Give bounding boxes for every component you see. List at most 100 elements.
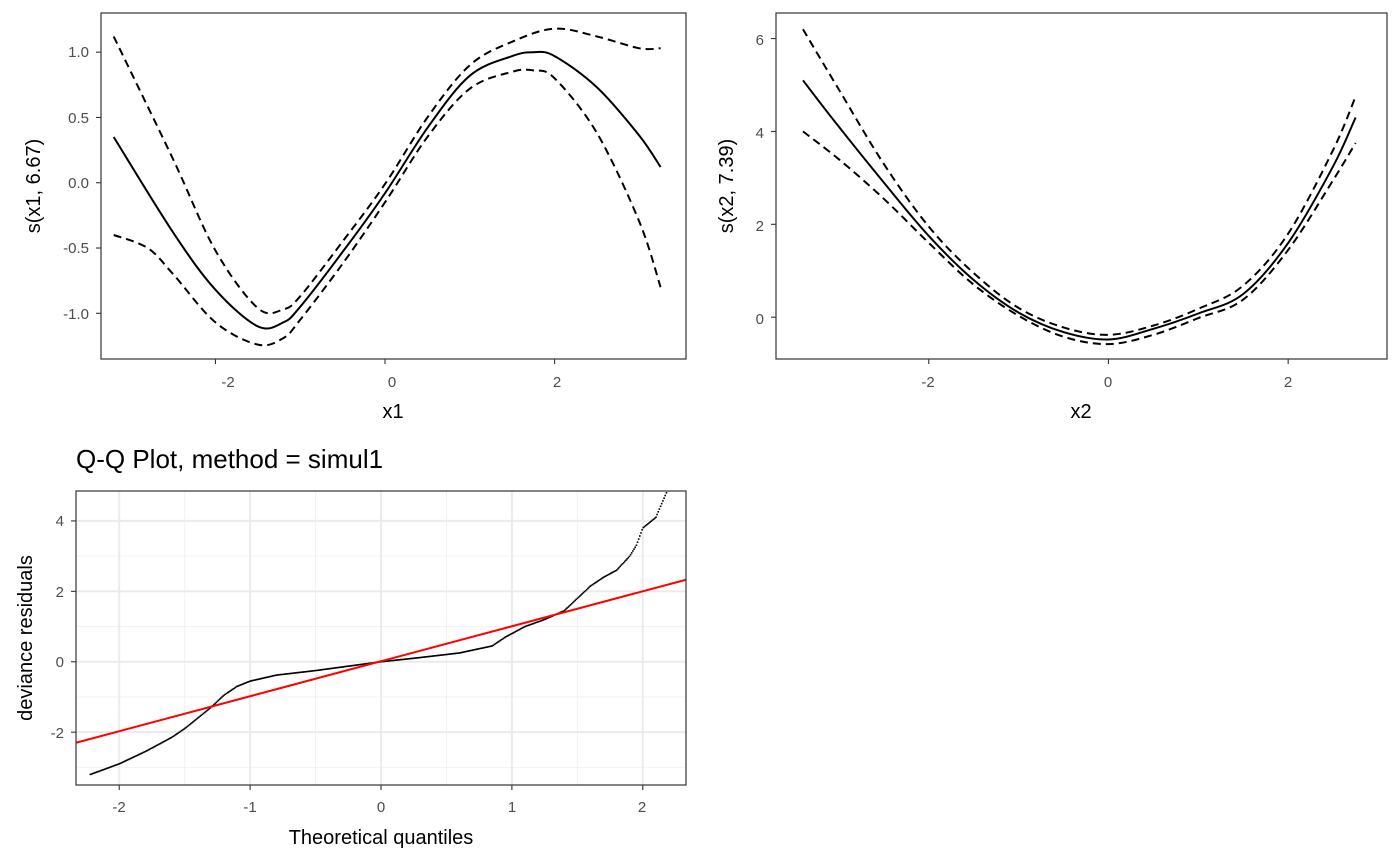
qq-point bbox=[536, 621, 538, 623]
qq-point bbox=[609, 573, 611, 575]
qq-point bbox=[295, 672, 297, 674]
qq-point bbox=[173, 734, 176, 737]
qq-point bbox=[130, 757, 132, 760]
qq-point bbox=[231, 688, 234, 691]
qq-point bbox=[459, 652, 461, 654]
qq-point bbox=[639, 535, 641, 537]
qq-point bbox=[109, 766, 111, 768]
qq-point bbox=[491, 645, 493, 647]
qq-point bbox=[535, 621, 537, 624]
qq-point bbox=[434, 655, 437, 657]
qq-point bbox=[445, 653, 447, 656]
qq-point bbox=[335, 667, 338, 669]
qq-point bbox=[572, 601, 574, 604]
qq-point bbox=[549, 616, 551, 618]
qq-point bbox=[527, 624, 529, 627]
qq-point bbox=[450, 653, 453, 655]
qq-point bbox=[187, 724, 190, 727]
qq-point bbox=[139, 753, 141, 755]
qq-point bbox=[332, 667, 334, 670]
qq-point bbox=[303, 671, 305, 673]
qq-point bbox=[567, 606, 570, 608]
qq-point bbox=[102, 769, 104, 771]
qq-point bbox=[146, 749, 148, 752]
qq-point bbox=[349, 665, 351, 667]
qq-point bbox=[604, 575, 606, 578]
qq-point bbox=[633, 548, 635, 550]
qq-point bbox=[149, 748, 152, 750]
qq-point bbox=[568, 605, 571, 607]
qq-point bbox=[89, 773, 92, 776]
qq-point bbox=[545, 618, 548, 620]
qq-point bbox=[413, 657, 416, 659]
y1-tick-label: 0.0 bbox=[68, 175, 89, 192]
qq-point bbox=[581, 593, 583, 595]
qq-point bbox=[602, 576, 604, 579]
qq-point bbox=[390, 659, 393, 662]
qq-point bbox=[606, 574, 609, 576]
qq-point bbox=[460, 651, 462, 654]
qq-point bbox=[183, 728, 185, 730]
qq-point bbox=[253, 679, 256, 681]
qq-point bbox=[492, 644, 494, 647]
qq-point bbox=[457, 652, 460, 654]
qq-point bbox=[348, 665, 350, 667]
qq-point bbox=[425, 656, 428, 658]
qq-point bbox=[192, 721, 194, 723]
qq-point bbox=[216, 700, 219, 703]
qq-point bbox=[528, 624, 530, 626]
qq-point bbox=[262, 677, 265, 679]
qq-point bbox=[613, 570, 616, 573]
qq-point bbox=[268, 675, 271, 678]
qq-point bbox=[644, 524, 647, 527]
qq-point bbox=[246, 681, 249, 683]
qq-x-tick-label: -2 bbox=[112, 799, 125, 816]
qq-point bbox=[218, 698, 221, 700]
qq-point bbox=[630, 552, 633, 554]
qq-point bbox=[395, 659, 398, 661]
qq-point bbox=[438, 654, 440, 657]
qq-point bbox=[647, 523, 649, 525]
qq-point bbox=[427, 655, 430, 658]
qq-point bbox=[463, 651, 466, 653]
qq-point bbox=[162, 741, 164, 743]
qq-point bbox=[573, 600, 575, 603]
qq-point bbox=[227, 691, 229, 694]
panel-x1-lines bbox=[112, 27, 662, 347]
qq-point bbox=[243, 682, 245, 685]
qq-point bbox=[435, 654, 438, 657]
qq-point bbox=[484, 646, 486, 649]
qq-point bbox=[207, 708, 209, 711]
qq-point bbox=[263, 677, 266, 679]
qq-point bbox=[423, 656, 425, 658]
qq-x-tick-label: 2 bbox=[638, 799, 646, 816]
qq-point bbox=[452, 652, 454, 655]
qq-point bbox=[430, 655, 432, 658]
qq-point bbox=[523, 626, 526, 628]
qq-point bbox=[297, 671, 299, 674]
qq-point bbox=[618, 566, 620, 569]
qq-point bbox=[448, 653, 451, 655]
qq-point bbox=[405, 658, 408, 660]
qq-point bbox=[244, 682, 246, 684]
qq-point bbox=[208, 708, 211, 710]
qq-point bbox=[251, 679, 253, 682]
qq-y-tick-label: 2 bbox=[56, 584, 64, 601]
qq-point bbox=[483, 646, 485, 649]
qq-point bbox=[168, 738, 170, 740]
x1-tick-label: 0 bbox=[388, 374, 396, 391]
qq-point bbox=[500, 639, 503, 641]
x1-fit-line bbox=[112, 50, 662, 330]
qq-point bbox=[543, 618, 545, 621]
qq-point bbox=[270, 675, 273, 677]
qq-point bbox=[299, 671, 302, 674]
qq-point bbox=[507, 634, 509, 637]
qq-point bbox=[482, 647, 484, 649]
qq-point bbox=[302, 671, 304, 673]
qq-point bbox=[456, 652, 459, 654]
panel-x2-frame bbox=[775, 12, 1388, 360]
qq-point bbox=[454, 652, 456, 655]
qq-point bbox=[230, 689, 232, 692]
qq-point bbox=[328, 667, 331, 670]
qq-point bbox=[172, 735, 175, 737]
